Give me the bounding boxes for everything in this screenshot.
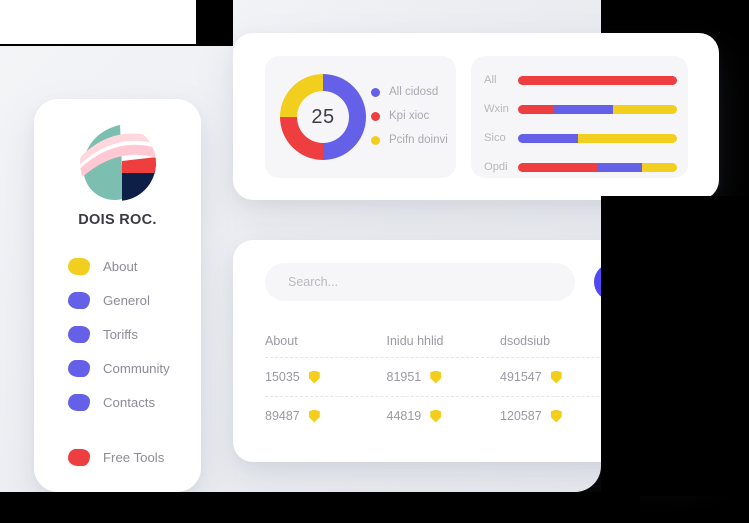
bar-segment-purple [518, 133, 579, 143]
blob-icon-red [68, 448, 90, 466]
legend-item: Kpi xioc [371, 104, 448, 128]
sidebar-item-toriffs[interactable]: Toriffs [34, 317, 201, 351]
donut-center: 25 [297, 91, 349, 143]
table-cell: 120587 [472, 409, 586, 423]
bar-segment-purple [597, 162, 643, 172]
abstract-circle-logo-icon [79, 125, 156, 201]
shield-badge-icon [430, 370, 442, 384]
sidebar-item-generol[interactable]: Generol [34, 283, 201, 317]
table-cell: 89487 [265, 409, 351, 423]
shield-badge-icon [308, 370, 320, 384]
sidebar: DOIS ROC. About Generol Toriffs Communit… [34, 99, 201, 492]
cell-value: 120587 [500, 409, 542, 423]
bar-row: Sico [484, 132, 677, 144]
search-input[interactable] [265, 263, 575, 301]
sidebar-item-label: Toriffs [103, 326, 138, 342]
table-cell: 81951 [351, 370, 473, 384]
bar-segment-yellow [578, 133, 677, 143]
donut-chart: 25 [280, 74, 366, 160]
legend-label: Kpi xioc [389, 110, 430, 122]
bar-category-label: Wxin [484, 103, 509, 115]
donut-legend: All cidosd Kpi xioc Pcifn doinvi [371, 80, 448, 152]
bar-segment-yellow [642, 162, 677, 172]
legend-item: Pcifn doinvi [371, 128, 448, 152]
brand-name: DOIS ROC. [78, 212, 157, 228]
donut-center-value: 25 [311, 105, 335, 128]
bar-category-label: All [484, 74, 497, 86]
table-cell: 491547 [472, 370, 586, 384]
bar-category-label: Opdi [484, 161, 508, 173]
bar-track [518, 75, 677, 85]
column-header: dsodsiub [500, 334, 551, 348]
cell-value: 15035 [265, 370, 300, 384]
donut-ring: 25 [280, 74, 366, 160]
legend-label: Pcifn doinvi [389, 134, 448, 146]
blob-icon-yellow [68, 257, 90, 275]
table-cell: 44819 [351, 409, 473, 423]
bar-segment-red [518, 104, 553, 114]
matte-bottom [0, 492, 640, 523]
bar-track [518, 133, 677, 143]
legend-label: All cidosd [389, 86, 439, 98]
column-header: About [265, 334, 298, 348]
cell-value: 81951 [386, 370, 422, 384]
sidebar-item-label: Free Tools [103, 449, 165, 465]
cell-value: 44819 [386, 409, 422, 423]
matte-top-notch [196, 0, 233, 46]
bar-track [518, 162, 677, 172]
sidebar-item-label: About [103, 258, 138, 274]
blob-icon-purple [68, 325, 90, 343]
page-plate-top-left [0, 0, 196, 44]
blob-icon-purple [68, 291, 90, 309]
shield-badge-icon [550, 370, 562, 384]
blob-icon-purple [68, 359, 90, 377]
sidebar-item-about[interactable]: About [34, 249, 201, 283]
cell-value: 491547 [500, 370, 542, 384]
sidebar-item-label: Community [103, 360, 170, 376]
blob-icon-purple [68, 393, 90, 411]
legend-item: All cidosd [371, 80, 448, 104]
bar-track [518, 104, 677, 114]
stacked-bar-chart-panel: All Wxin Sico [471, 56, 688, 178]
donut-chart-panel: 25 All cidosd Kpi xioc Pcifn doinvi [265, 56, 456, 178]
bar-category-label: Sico [484, 132, 506, 144]
sidebar-item-contacts[interactable]: Contacts [34, 385, 201, 419]
sidebar-nav: About Generol Toriffs Community Contacts… [34, 249, 201, 474]
column-header: Inidu hhlid [386, 334, 444, 348]
charts-card: 25 All cidosd Kpi xioc Pcifn doinvi [233, 33, 719, 200]
sidebar-item-label: Generol [103, 292, 150, 308]
bar-segment-purple [552, 104, 614, 114]
shield-badge-icon [550, 409, 562, 423]
sidebar-item-community[interactable]: Community [34, 351, 201, 385]
bar-row: Wxin [484, 103, 677, 115]
sidebar-item-free-tools[interactable]: Free Tools [34, 440, 201, 474]
bar-segment-red [518, 162, 598, 172]
table-cell: 15035 [265, 370, 351, 384]
legend-dot-icon [371, 135, 380, 145]
bar-row: Opdi [484, 161, 677, 173]
bar-segment-yellow [613, 104, 677, 114]
bar-segment-red [518, 75, 677, 85]
legend-dot-icon [371, 111, 380, 121]
logo-wrap [34, 121, 201, 203]
sidebar-item-label: Contacts [103, 394, 156, 410]
shield-badge-icon [308, 409, 320, 423]
matte-right [601, 196, 749, 496]
shield-badge-icon [430, 409, 442, 423]
bar-row: All [484, 74, 677, 86]
legend-dot-icon [371, 87, 380, 97]
cell-value: 89487 [265, 409, 300, 423]
